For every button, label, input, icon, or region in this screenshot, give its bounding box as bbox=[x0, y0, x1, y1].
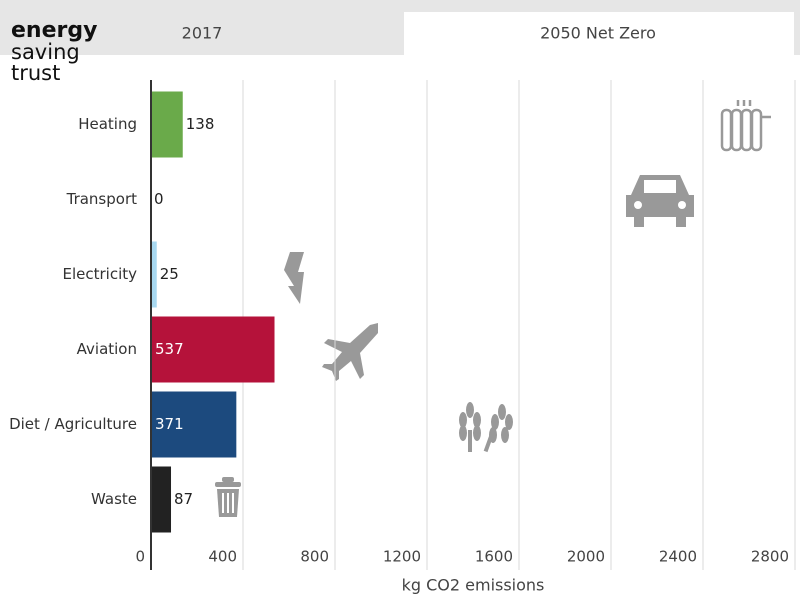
bar bbox=[151, 91, 183, 158]
y-tick-label: Aviation bbox=[77, 340, 137, 358]
x-tick-label: 1600 bbox=[475, 548, 513, 566]
bar bbox=[151, 466, 172, 533]
bin-icon bbox=[215, 477, 241, 517]
bar bbox=[151, 391, 237, 458]
tab[interactable]: 2017 bbox=[182, 24, 223, 43]
value-label: 138 bbox=[186, 115, 215, 133]
x-tick-label: 2000 bbox=[567, 548, 605, 566]
x-tick-label: 2400 bbox=[659, 548, 697, 566]
x-tick-label: 800 bbox=[300, 548, 329, 566]
tab[interactable]: 2050 Net Zero bbox=[540, 24, 656, 43]
value-label: 25 bbox=[160, 265, 179, 283]
y-tick-label: Electricity bbox=[62, 265, 137, 283]
electricity-icon bbox=[284, 252, 304, 304]
value-label: 371 bbox=[155, 415, 184, 433]
active-tab[interactable] bbox=[404, 12, 794, 56]
value-label: 537 bbox=[155, 340, 184, 358]
x-tick-label: 1200 bbox=[383, 548, 421, 566]
value-label: 87 bbox=[174, 490, 193, 508]
x-axis-title: kg CO2 emissions bbox=[402, 576, 545, 595]
x-tick-label: 0 bbox=[135, 548, 145, 566]
y-tick-label: Diet / Agriculture bbox=[9, 415, 137, 433]
radiator-icon bbox=[720, 100, 771, 152]
y-tick-label: Waste bbox=[91, 490, 137, 508]
bar bbox=[151, 316, 275, 383]
x-tick-label: 2800 bbox=[751, 548, 789, 566]
y-tick-label: Transport bbox=[66, 190, 138, 208]
logo-text: energy bbox=[11, 18, 97, 43]
x-tick-label: 400 bbox=[208, 548, 237, 566]
value-label: 0 bbox=[154, 190, 164, 208]
y-tick-label: Heating bbox=[78, 115, 137, 133]
logo-text: trust bbox=[11, 61, 60, 85]
plane-icon bbox=[322, 323, 378, 381]
wheat-icon bbox=[459, 402, 513, 453]
logo-text: saving bbox=[11, 40, 80, 64]
car-icon bbox=[626, 175, 694, 227]
bar bbox=[151, 241, 157, 308]
